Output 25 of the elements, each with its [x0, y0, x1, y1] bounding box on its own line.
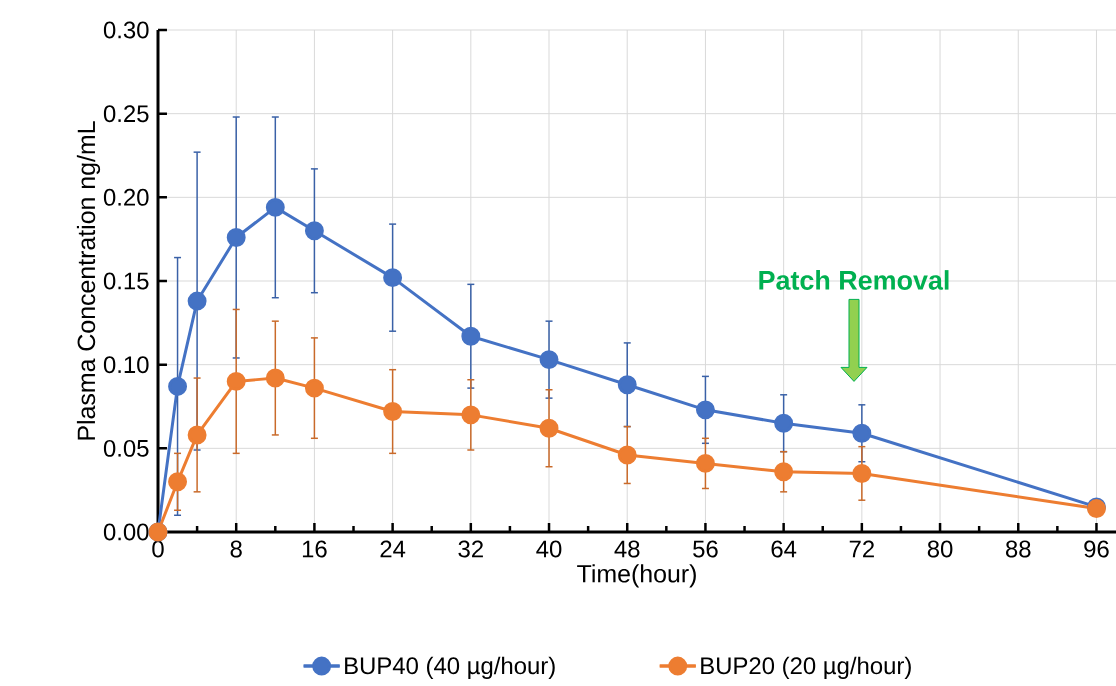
x-axis-title: Time(hour)	[577, 564, 696, 588]
y-tick-label: 0.25	[103, 105, 149, 123]
legend-label: BUP40 (40 µg/hour)	[345, 656, 555, 679]
x-tick-label: 8	[230, 540, 242, 558]
x-tick-label: 16	[302, 540, 327, 558]
y-tick-label: 0.00	[103, 523, 149, 541]
x-tick-label: 32	[458, 540, 483, 558]
x-tick-label: 96	[1084, 540, 1109, 558]
y-tick-label: 0.10	[103, 356, 149, 374]
y-axis-title: Plasma Concentration ng/mL	[76, 121, 101, 440]
y-tick-label: 0.30	[103, 21, 149, 39]
x-tick-label: 24	[380, 540, 406, 558]
x-tick-label: 48	[614, 540, 640, 558]
annotation: Patch Removal	[759, 270, 949, 290]
x-tick-label: 40	[536, 540, 562, 558]
y-tick-label: 0.15	[103, 272, 149, 290]
y-tick-label: 0.05	[103, 439, 149, 457]
x-tick-label: 80	[927, 540, 953, 558]
legend-label: BUP20 (20 µg/hour)	[701, 656, 911, 679]
x-tick-label: 64	[771, 540, 797, 558]
x-tick-label: 72	[849, 540, 874, 558]
x-tick-label: 56	[693, 540, 718, 558]
x-tick-label: 0	[152, 540, 164, 558]
x-tick-label: 88	[1005, 540, 1031, 558]
y-tick-label: 0.20	[103, 188, 149, 206]
